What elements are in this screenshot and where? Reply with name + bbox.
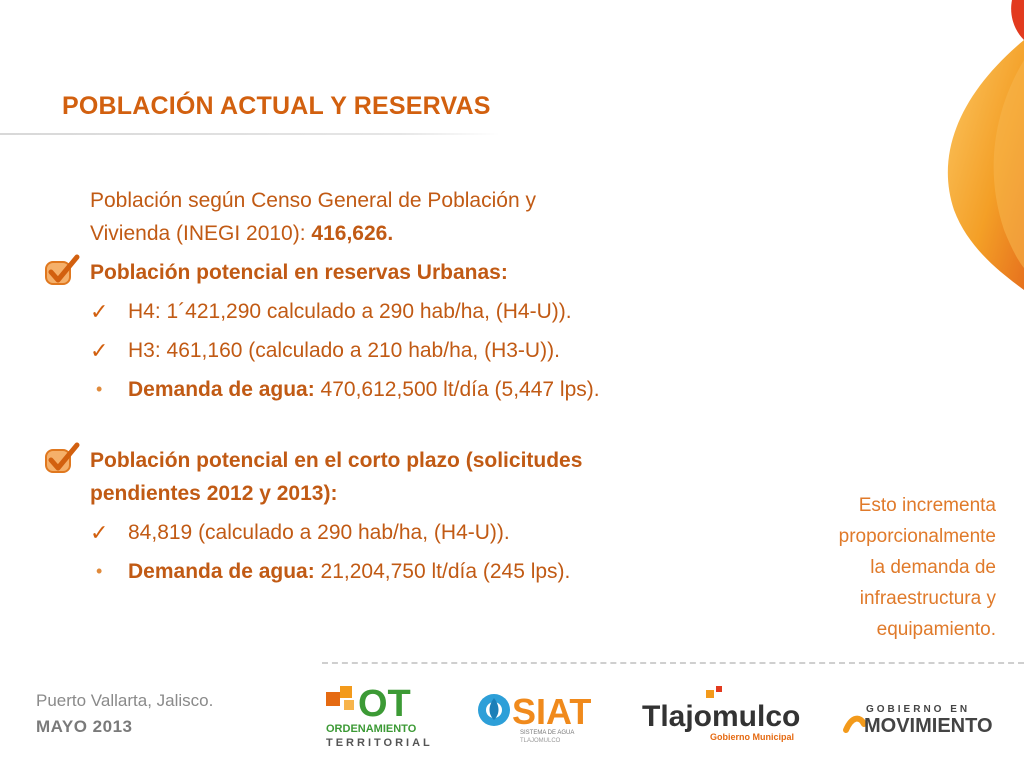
- checkmark-badge-icon: [45, 442, 80, 473]
- urban-heading: Población potencial en reservas Urbanas:: [45, 254, 740, 289]
- checkmark-icon: ✓: [90, 299, 109, 324]
- siat-logo: SIAT SISTEMA DE AGUA TLAJOMULCO: [478, 691, 591, 744]
- censo-line-1: Población según Censo General de Poblaci…: [90, 189, 536, 212]
- tlajomulco-logo-sub: Gobierno Municipal: [710, 732, 794, 742]
- side-note-line: equipamiento.: [876, 619, 996, 640]
- side-note-line: infraestructura y: [859, 588, 996, 609]
- side-note-line: la demanda de: [870, 557, 996, 578]
- siat-logo-sub-2: TLAJOMULCO: [520, 738, 561, 744]
- short-heading-line-2: pendientes 2012 y 2013):: [90, 482, 338, 505]
- short-heading-line-1: Población potencial en el corto plazo (s…: [90, 449, 583, 472]
- ot-logo-line-2: TERRITORIAL: [326, 737, 433, 749]
- gobierno-en-movimiento-logo: GOBIERNO EN MOVIMIENTO: [843, 704, 992, 737]
- urban-h4-item: ✓ H4: 1´421,290 calculado a 290 hab/ha, …: [90, 295, 740, 328]
- footer-location: Puerto Vallarta, Jalisco.: [36, 691, 214, 710]
- short-h4-item: ✓ 84,819 (calculado a 290 hab/ha, (H4-U)…: [90, 516, 740, 549]
- checkmark-icon: ✓: [90, 520, 109, 545]
- urban-demand-item: • Demanda de agua: 470,612,500 lt/día (5…: [90, 373, 740, 406]
- urban-heading-text: Población potencial en reservas Urbanas:: [90, 261, 508, 284]
- urban-h4-text: H4: 1´421,290 calculado a 290 hab/ha, (H…: [128, 300, 572, 323]
- footer-divider: [322, 662, 1024, 664]
- ordenamiento-territorial-logo: OT ORDENAMIENTO TERRITORIAL: [326, 683, 433, 749]
- title-divider: [0, 133, 500, 135]
- slide-title: POBLACIÓN ACTUAL Y RESERVAS: [62, 92, 491, 120]
- tlajomulco-logo: Tlajomulco Gobierno Municipal: [642, 686, 800, 742]
- checkmark-icon: ✓: [90, 338, 109, 363]
- bullet-icon: •: [96, 561, 103, 581]
- slide-body: Población según Censo General de Poblaci…: [45, 184, 740, 588]
- tlajomulco-logo-main: Tlajomulco: [642, 700, 800, 733]
- short-demand-value: 21,204,750 lt/día (245 lps).: [314, 560, 571, 583]
- short-demand-item: • Demanda de agua: 21,204,750 lt/día (24…: [90, 555, 740, 588]
- urban-demand-value: 470,612,500 lt/día (5,447 lps).: [314, 378, 600, 401]
- gobierno-logo-line-1: GOBIERNO EN: [866, 704, 970, 715]
- censo-value: 416,626.: [311, 222, 394, 245]
- side-note: Esto incrementa proporcionalmente la dem…: [776, 490, 996, 645]
- bullet-icon: •: [96, 379, 103, 399]
- censo-line-2: Vivienda (INEGI 2010): 416,626.: [90, 217, 740, 250]
- flame-decoration: [947, 0, 1024, 290]
- urban-demand-label: Demanda de agua:: [128, 378, 315, 401]
- footer-date: MAYO 2013: [36, 717, 133, 736]
- siat-logo-sub-1: SISTEMA DE AGUA: [520, 730, 574, 736]
- short-heading: Población potencial en el corto plazo (s…: [45, 442, 740, 477]
- urban-h3-text: H3: 461,160 (calculado a 210 hab/ha, (H3…: [128, 339, 560, 362]
- footer-location-block: Puerto Vallarta, Jalisco. MAYO 2013: [36, 688, 213, 740]
- short-h4-text: 84,819 (calculado a 290 hab/ha, (H4-U)).: [128, 521, 510, 544]
- short-demand-label: Demanda de agua:: [128, 560, 315, 583]
- checkmark-badge-icon: [45, 254, 80, 285]
- gobierno-logo-line-2: MOVIMIENTO: [864, 715, 992, 737]
- ot-logo-line-1: ORDENAMIENTO: [326, 723, 417, 735]
- censo-label: Vivienda (INEGI 2010):: [90, 222, 312, 245]
- siat-logo-main: SIAT: [512, 691, 591, 732]
- ot-logo-main: OT: [358, 683, 411, 725]
- urban-h3-item: ✓ H3: 461,160 (calculado a 210 hab/ha, (…: [90, 334, 740, 367]
- side-note-line: Esto incrementa: [858, 495, 996, 516]
- side-note-line: proporcionalmente: [838, 526, 996, 547]
